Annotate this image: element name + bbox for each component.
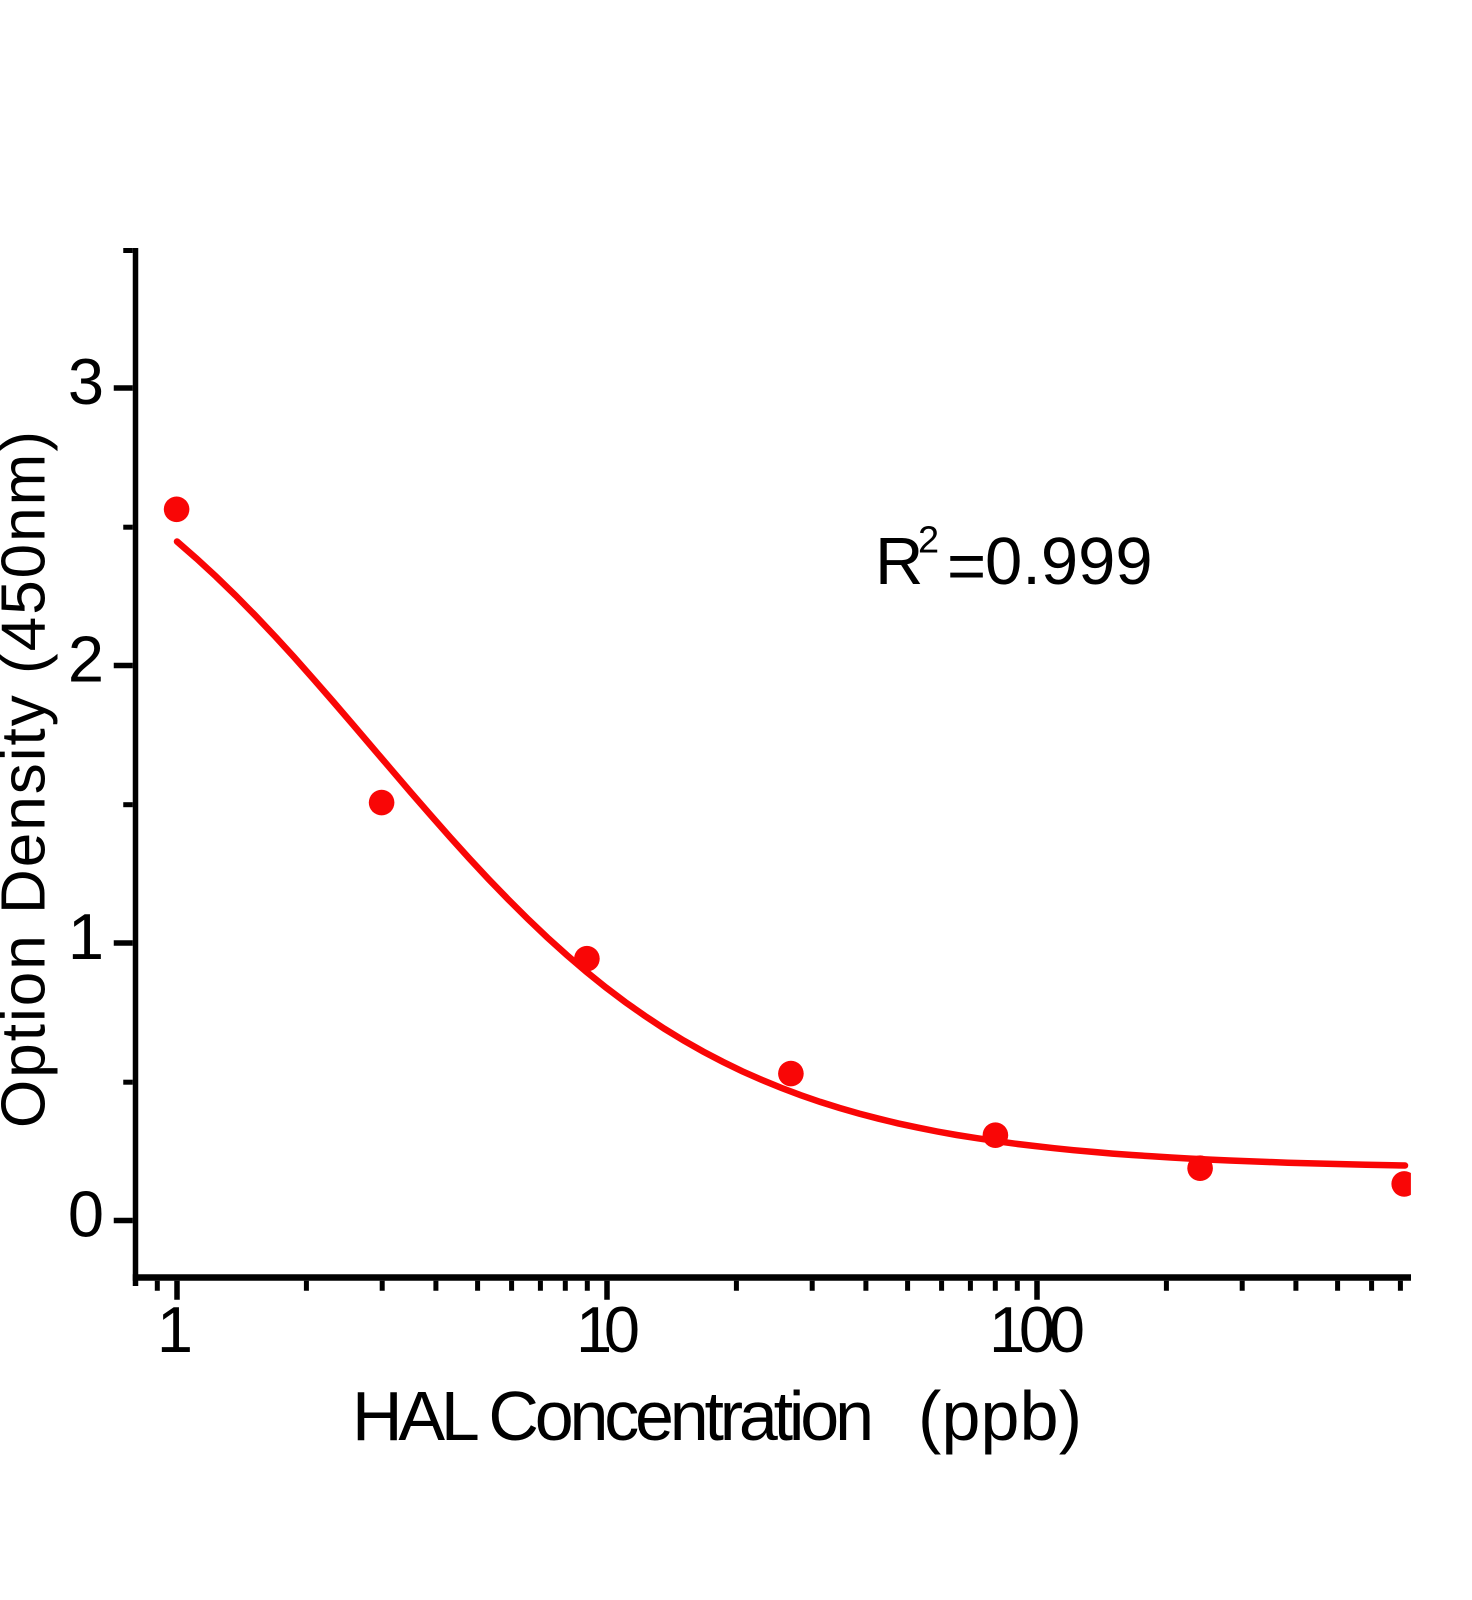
svg-text:R: R [875,524,923,599]
svg-text:3: 3 [68,345,104,418]
svg-text:=: = [947,529,986,604]
svg-text:Option Density (450nm): Option Density (450nm) [0,431,59,1128]
svg-text:(ppb): (ppb) [918,1377,1082,1455]
svg-text:HAL Concentration: HAL Concentration [352,1377,874,1455]
svg-text:0: 0 [68,1178,104,1251]
svg-text:2: 2 [918,520,939,562]
svg-text:10: 10 [576,1293,640,1366]
svg-text:2: 2 [68,623,104,696]
svg-text:100: 100 [989,1293,1085,1366]
svg-text:1: 1 [157,1293,193,1366]
svg-text:0.999: 0.999 [985,524,1153,599]
svg-text:1: 1 [68,900,104,973]
